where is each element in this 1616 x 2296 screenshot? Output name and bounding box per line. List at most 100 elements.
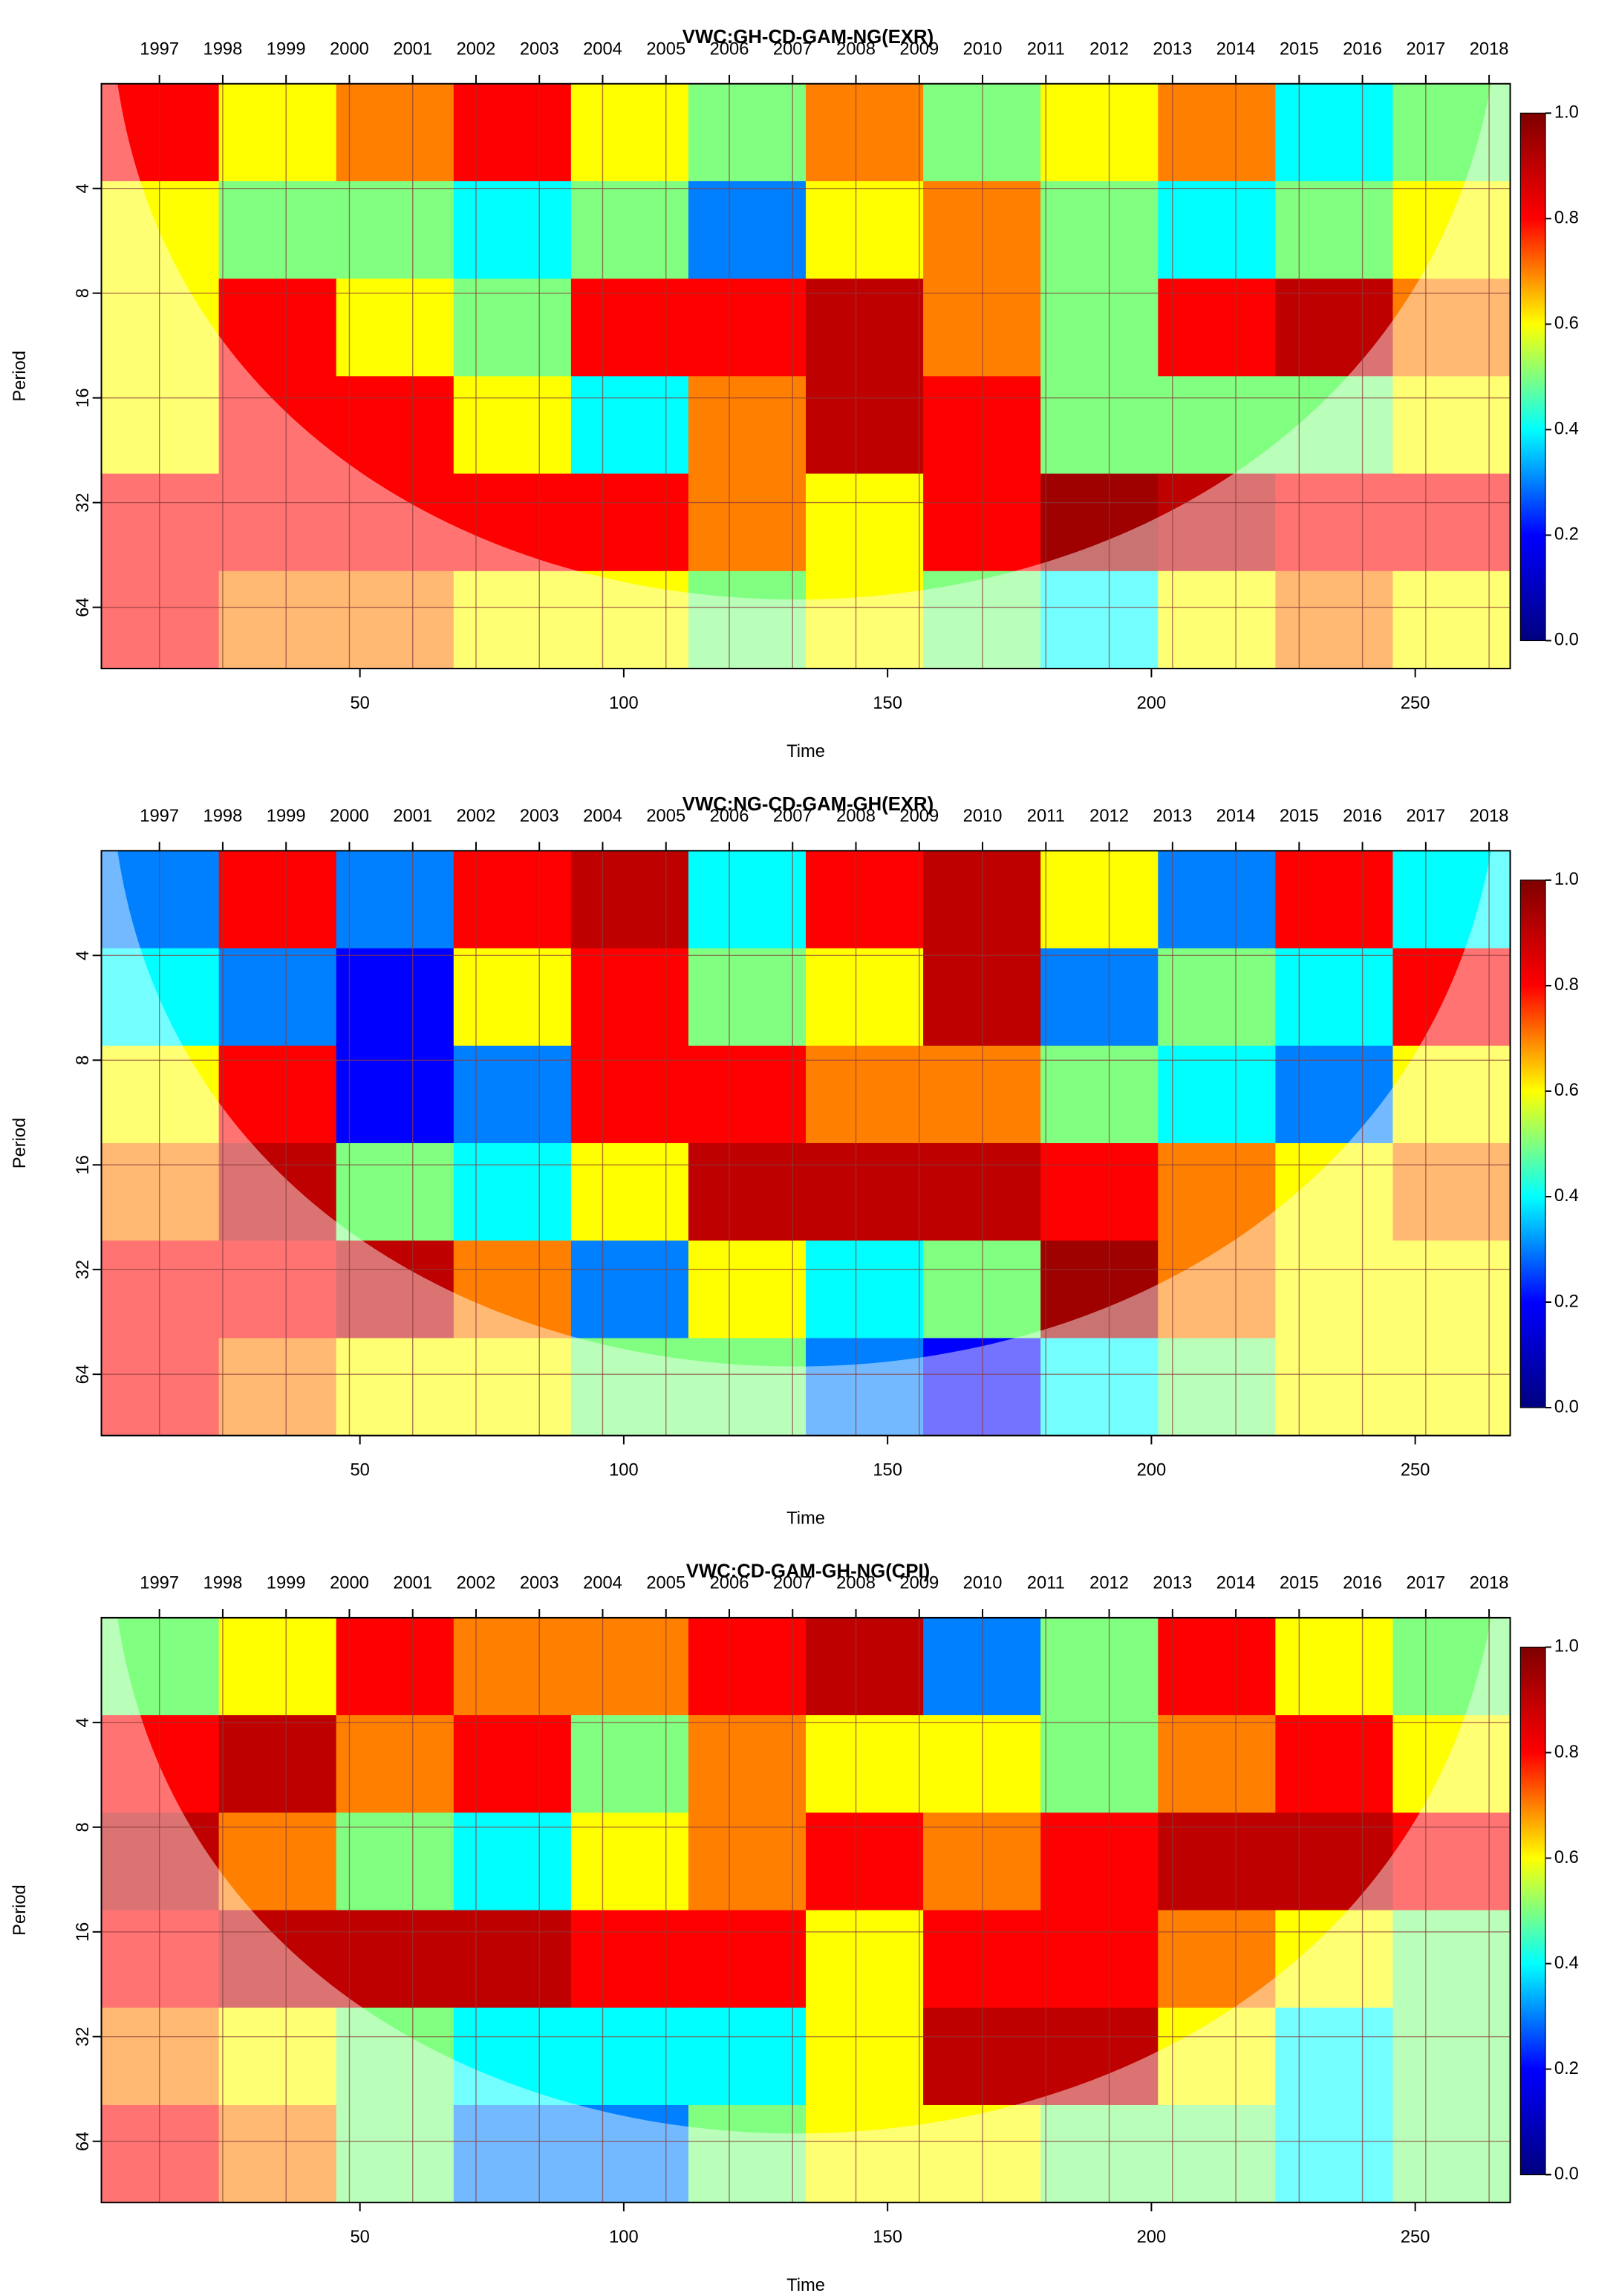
cell: [1275, 83, 1394, 182]
x2-tick-label: 2006: [710, 807, 749, 826]
cell: [336, 83, 454, 182]
chart-title: VWC:CD-GAM-GH-NG(CPI): [686, 1561, 930, 1581]
cell: [688, 570, 807, 669]
cell: [101, 1715, 220, 1814]
cell: [806, 181, 925, 280]
cell: [688, 1142, 807, 1242]
cell: [1040, 570, 1159, 669]
cell: [453, 376, 572, 475]
cell: [688, 83, 807, 182]
cell: [218, 473, 337, 572]
y-tick-label: 64: [74, 597, 93, 617]
cell: [1275, 1617, 1394, 1717]
cell: [688, 1240, 807, 1339]
cell: [1275, 1715, 1394, 1814]
cell: [806, 570, 925, 669]
cell: [688, 1045, 807, 1144]
cell: [1158, 1142, 1277, 1242]
x2-tick-label: 2007: [773, 1574, 812, 1593]
y-tick-label: 64: [74, 2132, 93, 2151]
x-tick-label: 150: [873, 2228, 902, 2247]
cone-of-influence: [101, 1617, 1511, 2203]
x2-tick-label: 2011: [1027, 1574, 1065, 1593]
x2-tick-label: 1998: [203, 40, 243, 59]
colorbar-tick-label: 0.0: [1554, 631, 1579, 650]
cell: [453, 570, 572, 669]
x2-tick-label: 2004: [583, 40, 622, 59]
cell: [1158, 181, 1277, 280]
x2-tick-label: 2000: [330, 1574, 369, 1593]
cell: [218, 948, 337, 1047]
cell: [453, 1617, 572, 1717]
colorbar-tick-label: 1.0: [1554, 1637, 1579, 1656]
x-tick-label: 100: [609, 1460, 639, 1480]
cell: [570, 181, 689, 280]
x2-tick-label: 2014: [1216, 40, 1256, 59]
cell: [1275, 851, 1394, 949]
cell: [336, 1812, 454, 1911]
y-tick-label: 4: [74, 183, 93, 193]
y-tick-label: 16: [74, 1155, 93, 1174]
cell: [688, 1338, 807, 1436]
cell: [688, 1910, 807, 2009]
cell: [1275, 473, 1394, 572]
x2-tick-label: 2009: [899, 1574, 939, 1593]
x2-tick-label: 1998: [203, 1574, 243, 1593]
cell: [688, 1617, 807, 1717]
y-axis-label: Period: [10, 1118, 30, 1169]
cell: [1392, 279, 1511, 377]
x-axis-label: Time: [786, 742, 825, 761]
x2-tick-label: 2005: [646, 807, 685, 826]
cell: [1275, 1812, 1394, 1911]
cell: [1158, 279, 1277, 377]
cell: [1275, 1142, 1394, 1242]
plot-frame: [100, 850, 1511, 1437]
x2-tick-label: 1998: [203, 807, 243, 826]
cell: [1158, 1812, 1277, 1911]
cell: [1275, 1910, 1394, 2009]
cell: [453, 473, 572, 572]
y-tick-label: 64: [74, 1365, 93, 1384]
cell: [453, 1338, 572, 1436]
cell: [101, 1142, 220, 1242]
cell: [1158, 2104, 1277, 2203]
cell: [806, 948, 925, 1047]
x2-tick-label: 2001: [393, 807, 432, 826]
colorbar-tick-label: 0.8: [1554, 1743, 1579, 1762]
cell: [336, 376, 454, 475]
cell: [1158, 83, 1277, 182]
cell: [453, 1812, 572, 1911]
cell: [101, 1812, 220, 1911]
heatmap: [101, 1617, 1511, 2203]
cell: [453, 948, 572, 1047]
y-tick-label: 16: [74, 1922, 93, 1942]
x2-tick-label: 2004: [583, 1574, 622, 1593]
cell: [1158, 1617, 1277, 1717]
cell: [101, 2104, 220, 2203]
x2-tick-label: 2012: [1089, 40, 1129, 59]
cell: [336, 1617, 454, 1717]
plot-frame: [100, 1616, 1511, 2204]
cell: [101, 1338, 220, 1436]
cell: [453, 851, 572, 949]
cell: [806, 83, 925, 182]
cell: [218, 2007, 337, 2106]
cell: [336, 1142, 454, 1242]
cell: [1275, 1045, 1394, 1144]
x2-tick-label: 2012: [1089, 1574, 1129, 1593]
cell: [453, 279, 572, 377]
cell: [218, 1338, 337, 1436]
colorbar: [1519, 1646, 1546, 2176]
cell: [570, 1617, 689, 1717]
x2-tick-label: 2018: [1470, 807, 1509, 826]
cell: [1275, 1240, 1394, 1339]
y-tick-label: 32: [74, 1260, 93, 1279]
cell: [101, 83, 220, 182]
cell: [570, 1715, 689, 1814]
cell: [218, 1142, 337, 1242]
x2-tick-label: 2004: [583, 807, 622, 826]
x2-tick-label: 2016: [1343, 807, 1382, 826]
cell: [1392, 1812, 1511, 1911]
cell: [101, 1045, 220, 1144]
cell: [101, 1617, 220, 1717]
